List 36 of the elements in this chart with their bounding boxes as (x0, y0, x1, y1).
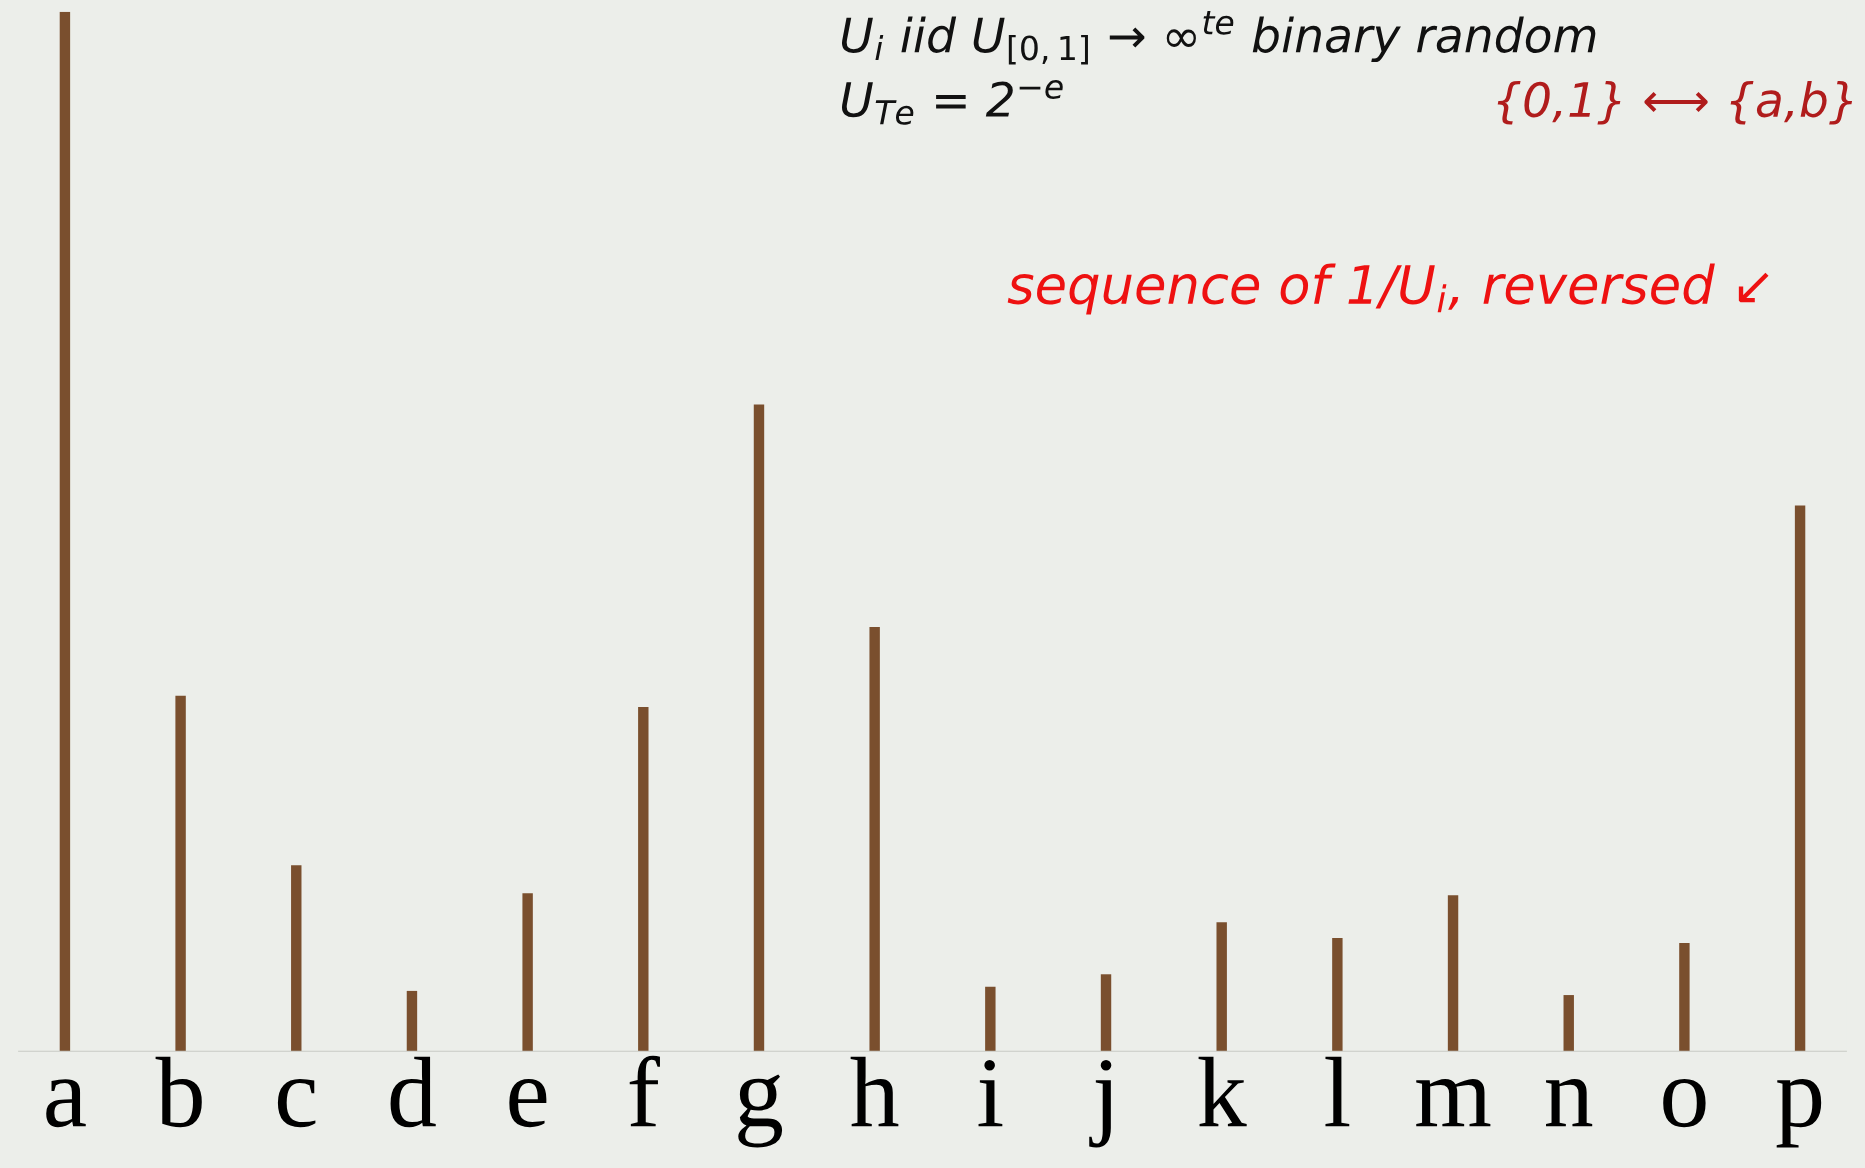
x-tick-label: l (1325, 1056, 1350, 1127)
bar (869, 627, 880, 1052)
annotation: U$_{Te}$ = 2$^{−e}$ (841, 79, 1063, 125)
bar (59, 11, 71, 1052)
bar (175, 695, 186, 1052)
x-tick-label: b (155, 1056, 202, 1128)
x-tick-label: o (1663, 1079, 1706, 1128)
x-tick-label: c (277, 1079, 316, 1128)
x-tick-label: d (390, 1056, 436, 1128)
bar (1332, 937, 1343, 1052)
x-tick-label: i (978, 1059, 1003, 1127)
bar (1100, 974, 1112, 1052)
annotation: sequence of 1/U$_{i}$, reversed ↙ (1007, 263, 1769, 315)
x-tick-label: h (850, 1056, 899, 1127)
x-tick-label: e (509, 1079, 547, 1128)
x-tick-label: g (738, 1074, 783, 1148)
x-tick-label: n (1546, 1079, 1593, 1127)
bar (638, 707, 649, 1052)
x-tick-label: j (1089, 1059, 1112, 1148)
bar (1679, 943, 1690, 1052)
x-tick-label: m (1416, 1079, 1491, 1127)
x-tick-label: f (629, 1055, 660, 1127)
bar (291, 865, 302, 1052)
x-tick-label: a (46, 1079, 86, 1128)
bar (406, 990, 418, 1052)
bar (1447, 895, 1459, 1052)
annotation: {0,1} ⟷ {a,b} (1497, 80, 1853, 125)
x-tick-label: k (1198, 1056, 1247, 1127)
bar (985, 986, 996, 1052)
annotation: U$_{i}$ iid U$_{[0,1]}$ → ∞$^{te}$ binary random (841, 11, 1596, 65)
bar (1794, 505, 1806, 1052)
bar (753, 404, 765, 1052)
bar (1563, 995, 1574, 1052)
bar (522, 893, 533, 1052)
x-tick-label: p (1776, 1079, 1822, 1148)
bar (1216, 922, 1227, 1052)
